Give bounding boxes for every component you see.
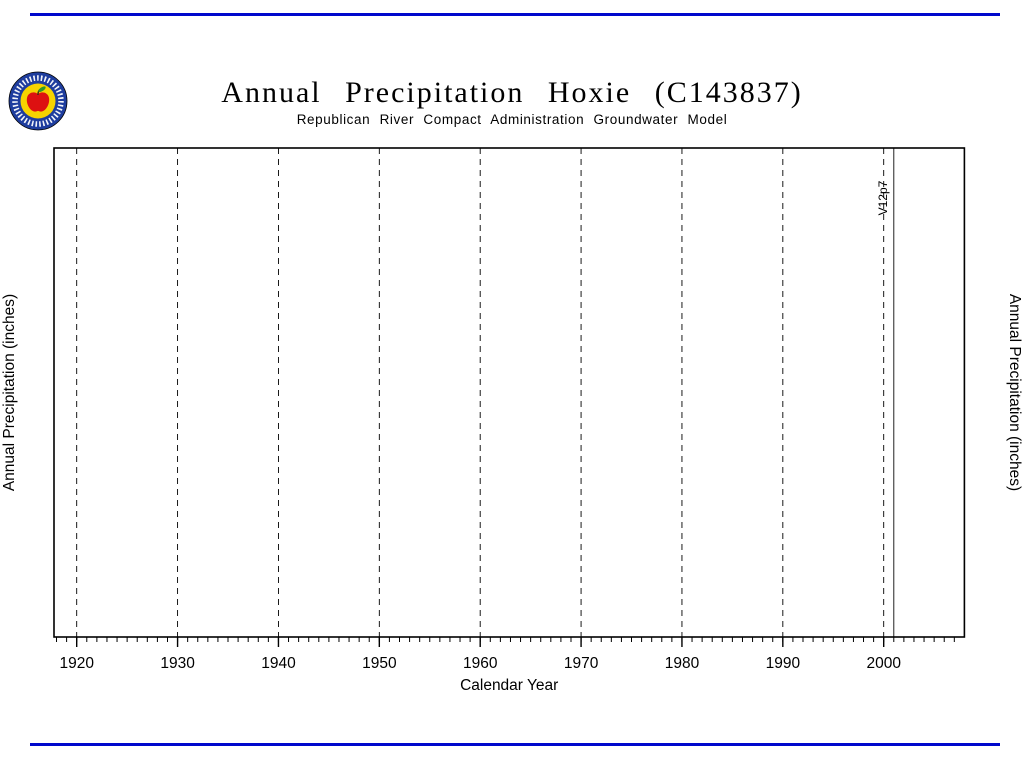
x-tick-label: 1940 xyxy=(261,655,296,672)
x-tick-label: 1960 xyxy=(463,655,498,672)
chart-subtitle: Republican River Compact Administration … xyxy=(296,112,728,127)
x-tick-label: 1950 xyxy=(362,655,397,672)
model-version-label: V12p7 xyxy=(876,180,890,215)
bottom-blue-rule xyxy=(30,743,1000,746)
top-blue-rule xyxy=(30,13,1000,16)
seal-outline xyxy=(8,71,68,131)
x-tick-label: 1980 xyxy=(665,655,700,672)
y-axis-title-left: Annual Precipitation (inches) xyxy=(1,294,18,491)
agency-seal-logo xyxy=(8,71,68,131)
x-tick-label: 1930 xyxy=(160,655,195,672)
y-axis-title-right: Annual Precipitation (inches) xyxy=(1006,294,1023,491)
seal-ring-text xyxy=(12,75,64,127)
apple-icon xyxy=(26,92,50,112)
plot-border xyxy=(53,147,966,638)
x-tick-label: 1920 xyxy=(59,655,94,672)
x-tick-label: 1990 xyxy=(766,655,801,672)
x-tick-label: 2000 xyxy=(866,655,901,672)
x-tick-label: 1970 xyxy=(564,655,599,672)
apple-leaf-icon xyxy=(38,86,46,92)
chart-title: Annual Precipitation Hoxie (C143837) xyxy=(221,76,803,109)
x-axis-title: Calendar Year xyxy=(460,677,558,694)
